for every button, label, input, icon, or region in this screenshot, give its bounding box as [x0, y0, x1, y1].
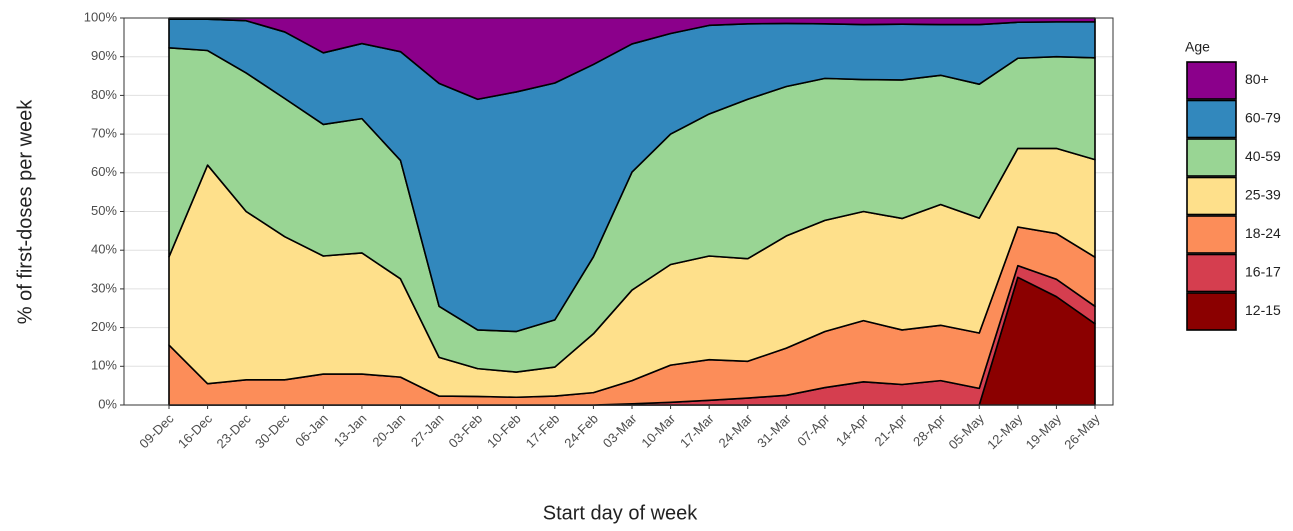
y-tick-label: 50%: [91, 203, 117, 218]
y-tick-label: 40%: [91, 242, 117, 257]
x-tick-label: 21-Apr: [871, 410, 910, 449]
x-tick-label: 26-May: [1061, 411, 1103, 453]
x-tick-label: 06-Jan: [292, 411, 331, 450]
legend-label: 12-15: [1245, 302, 1281, 318]
y-tick-label: 80%: [91, 87, 117, 102]
x-tick-label: 28-Apr: [910, 410, 949, 449]
x-tick-label: 07-Apr: [794, 410, 833, 449]
legend-key: [1186, 176, 1237, 216]
legend-key: [1186, 253, 1237, 293]
legend-label: 40-59: [1245, 148, 1281, 164]
x-tick-label: 10-Mar: [638, 410, 678, 450]
legend-label: 60-79: [1245, 110, 1281, 126]
legend-key: [1186, 138, 1237, 177]
y-tick-label: 10%: [91, 358, 117, 373]
x-tick-label: 17-Mar: [677, 410, 717, 450]
x-tick-label: 30-Dec: [252, 411, 293, 452]
x-tick-label: 16-Dec: [175, 411, 216, 452]
legend-key: [1186, 61, 1237, 100]
x-tick-label: 23-Dec: [213, 411, 254, 452]
y-axis-title: % of first-doses per week: [14, 99, 36, 325]
legend-title: Age: [1185, 39, 1210, 55]
y-tick-label: 30%: [91, 280, 117, 295]
legend-label: 18-24: [1245, 225, 1281, 241]
x-tick-label: 14-Apr: [833, 410, 872, 449]
y-tick-label: 70%: [91, 126, 117, 141]
x-tick-label: 19-May: [1023, 411, 1065, 453]
x-tick-label: 03-Feb: [445, 411, 485, 451]
y-tick-label: 20%: [91, 319, 117, 334]
x-tick-label: 09-Dec: [136, 411, 177, 452]
legend-key: [1186, 215, 1237, 254]
x-tick-label: 03-Mar: [600, 410, 640, 450]
x-tick-label: 31-Mar: [754, 410, 794, 450]
y-tick-label: 0%: [98, 396, 117, 411]
x-tick-label: 27-Jan: [408, 411, 447, 450]
legend-label: 80+: [1245, 71, 1269, 87]
x-tick-label: 24-Mar: [716, 410, 756, 450]
legend-key: [1186, 99, 1237, 139]
x-tick-label: 20-Jan: [369, 411, 408, 450]
legend-label: 16-17: [1245, 264, 1281, 280]
x-tick-label: 24-Feb: [561, 411, 601, 451]
legend-label: 25-39: [1245, 187, 1281, 203]
x-axis-title: Start day of week: [543, 502, 699, 524]
x-tick-label: 10-Feb: [484, 411, 524, 451]
x-tick-label: 12-May: [984, 411, 1026, 453]
x-tick-label: 05-May: [946, 411, 988, 453]
legend-key: [1186, 292, 1237, 331]
y-tick-label: 100%: [84, 9, 118, 24]
x-tick-label: 13-Jan: [331, 411, 370, 450]
plot-border: [123, 17, 1114, 406]
x-tick-label: 17-Feb: [523, 411, 563, 451]
y-tick-label: 60%: [91, 164, 117, 179]
y-tick-label: 90%: [91, 48, 117, 63]
